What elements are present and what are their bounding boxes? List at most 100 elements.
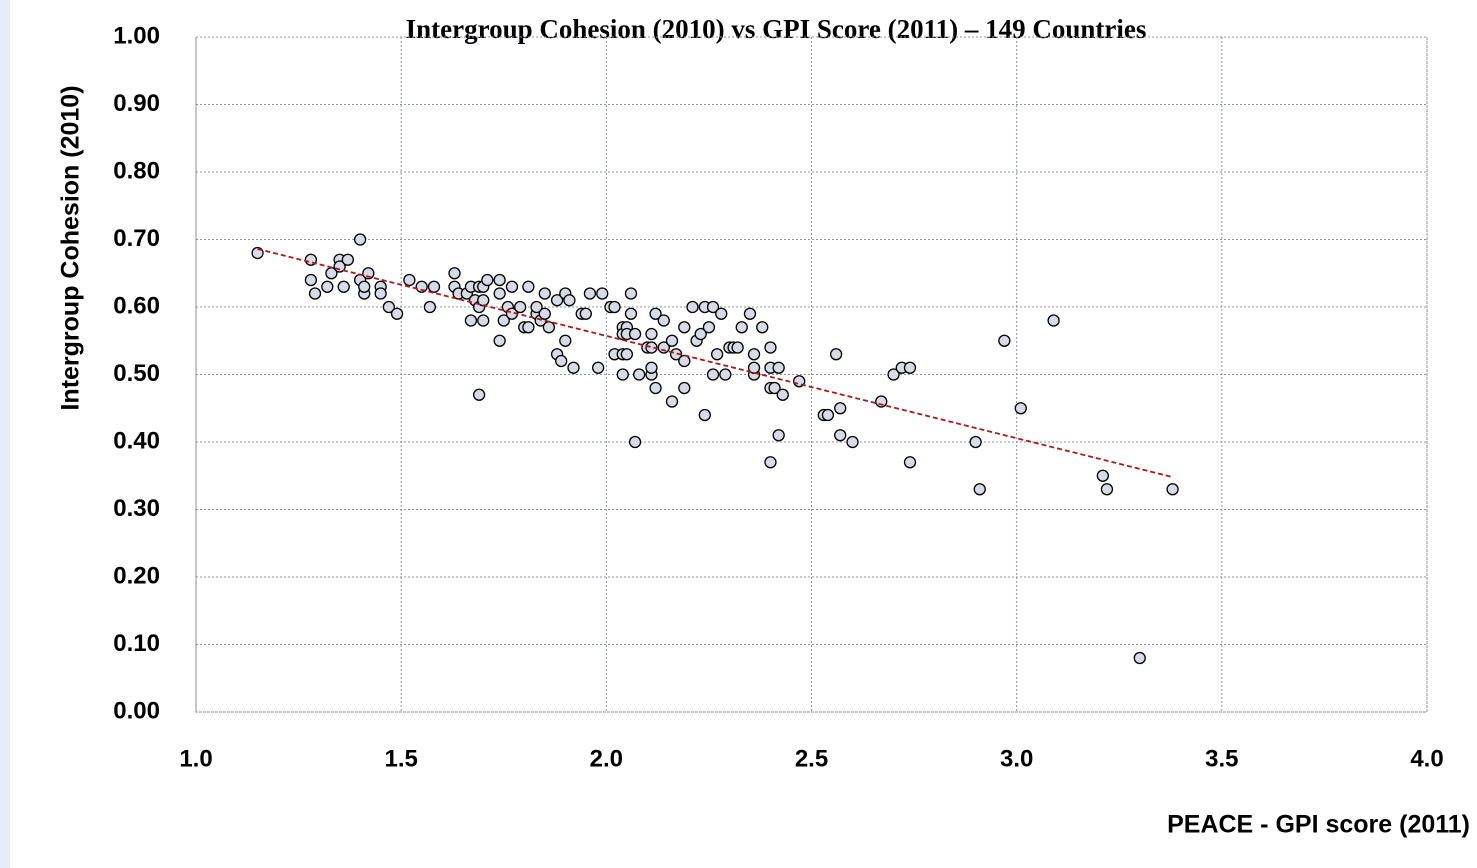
point — [735, 321, 748, 334]
point — [645, 341, 658, 354]
point — [423, 300, 437, 314]
point — [596, 287, 609, 300]
point — [382, 300, 396, 314]
point — [747, 348, 761, 361]
point — [493, 273, 506, 287]
y-tick-label: 0.80 — [113, 157, 160, 184]
point — [464, 314, 478, 327]
chart-title: Intergroup Cohesion (2010) vs GPI Score … — [406, 14, 1147, 44]
point — [427, 280, 441, 293]
point — [321, 280, 334, 293]
point — [493, 334, 506, 347]
point — [834, 402, 847, 415]
point — [628, 327, 642, 341]
left-strip — [0, 0, 10, 868]
point — [821, 408, 835, 422]
point — [308, 287, 322, 300]
point — [834, 429, 847, 442]
y-tick-label: 0.20 — [113, 562, 160, 589]
point — [481, 273, 494, 287]
point — [698, 408, 711, 422]
point — [665, 334, 679, 347]
point — [645, 361, 658, 374]
point — [678, 354, 691, 368]
point — [706, 368, 720, 381]
point — [973, 483, 986, 496]
point — [702, 321, 716, 334]
point — [1014, 402, 1027, 415]
point — [497, 314, 510, 327]
point — [362, 267, 375, 280]
point — [358, 280, 371, 293]
point — [477, 314, 490, 327]
y-tick-label: 0.50 — [113, 360, 160, 387]
point — [903, 456, 917, 469]
point — [1166, 483, 1179, 496]
point — [710, 348, 724, 361]
point — [1096, 469, 1109, 482]
point — [341, 253, 354, 266]
point — [657, 314, 670, 327]
point — [620, 348, 633, 361]
point — [628, 435, 642, 449]
point — [903, 361, 917, 374]
x-tick-label: 2.5 — [795, 745, 828, 772]
point — [1100, 483, 1114, 496]
point — [390, 307, 404, 320]
point — [678, 381, 691, 395]
point — [665, 395, 679, 408]
point — [764, 341, 777, 354]
point — [608, 300, 621, 314]
point — [678, 321, 691, 334]
point — [686, 300, 699, 314]
point — [514, 300, 527, 314]
y-tick-label: 0.00 — [113, 697, 160, 724]
point — [1133, 651, 1146, 665]
trend-line — [257, 248, 1173, 478]
point — [591, 361, 605, 374]
x-axis-label: PEACE - GPI score (2011) — [1167, 811, 1470, 839]
point — [969, 435, 982, 449]
x-tick-label: 4.0 — [1410, 745, 1443, 772]
point — [374, 287, 387, 300]
y-tick-label: 0.10 — [113, 630, 160, 657]
point — [415, 280, 428, 293]
point — [538, 307, 551, 320]
point — [624, 287, 638, 300]
x-tick-label: 3.0 — [1000, 745, 1033, 772]
point — [998, 334, 1011, 347]
point — [719, 368, 732, 381]
point — [772, 429, 785, 442]
point — [756, 321, 769, 334]
point — [448, 267, 461, 280]
x-tick-label: 3.5 — [1205, 745, 1238, 772]
point — [505, 280, 519, 293]
point — [538, 287, 551, 300]
point — [353, 233, 367, 246]
point — [764, 456, 777, 469]
point — [706, 300, 720, 314]
y-axis-label: Intergroup Cohesion (2010) — [57, 85, 85, 410]
point — [747, 361, 761, 374]
y-tick-label: 0.90 — [113, 90, 160, 117]
point — [624, 307, 638, 320]
point — [559, 334, 572, 347]
point — [567, 361, 580, 374]
point — [530, 300, 543, 314]
x-tick-label: 1.0 — [179, 745, 212, 772]
point — [304, 273, 318, 287]
point — [550, 294, 564, 307]
point — [493, 287, 506, 300]
point — [772, 361, 785, 374]
point — [776, 388, 789, 401]
y-tick-label: 0.40 — [113, 427, 160, 454]
y-tick-label: 1.00 — [113, 22, 160, 49]
y-tick-label: 0.70 — [113, 225, 160, 252]
x-tick-label: 2.0 — [590, 745, 623, 772]
point — [649, 381, 662, 395]
y-tick-label: 0.60 — [113, 292, 160, 319]
point — [649, 307, 662, 320]
y-tick-label: 0.30 — [113, 495, 160, 522]
